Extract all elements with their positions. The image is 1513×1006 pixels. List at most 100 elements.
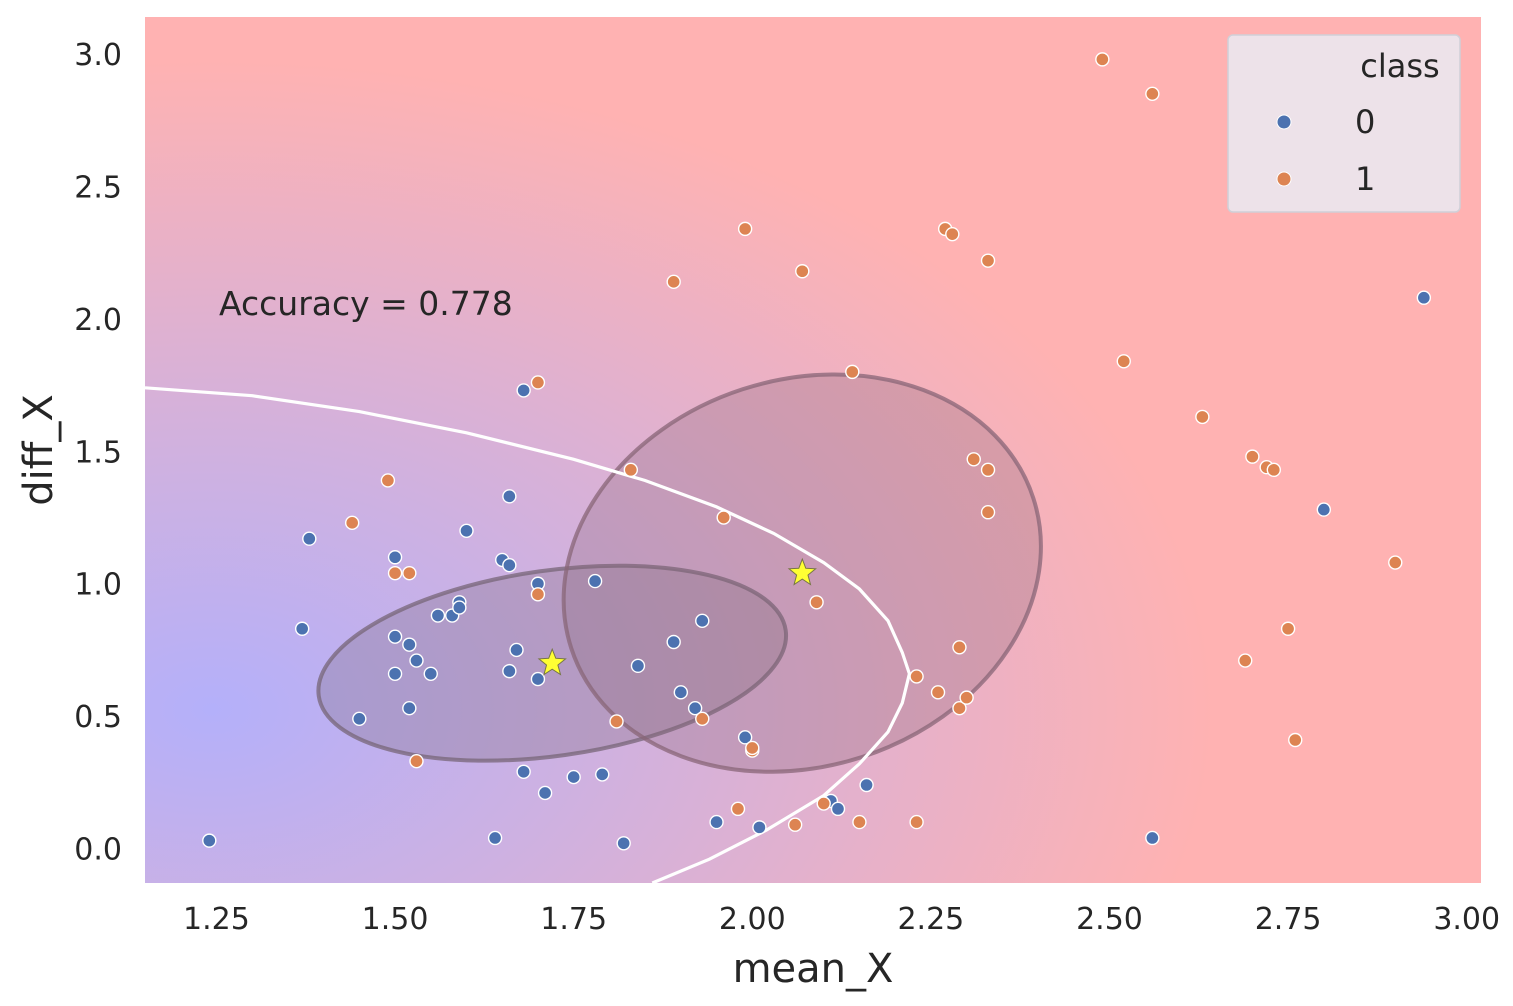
point-class-1 (945, 226, 960, 242)
point-class-0 (1316, 502, 1332, 517)
point-class-0 (387, 666, 403, 681)
point-class-0 (294, 621, 310, 636)
point-class-0 (387, 550, 403, 565)
point-class-1 (1145, 86, 1160, 102)
point-class-1 (959, 690, 974, 705)
x-tick-label: 2.50 (1076, 902, 1143, 937)
point-class-0 (202, 833, 217, 848)
point-class-1 (930, 685, 946, 700)
x-axis-label: mean_X (733, 946, 894, 992)
scatter-points (202, 52, 1432, 851)
y-tick-label: 3.0 (74, 38, 122, 73)
y-axis-label: diff_X (16, 394, 62, 505)
point-class-1 (1388, 555, 1403, 570)
legend-label-class-1: 1 (1355, 160, 1375, 198)
point-class-0 (430, 608, 446, 623)
point-class-0 (566, 769, 581, 785)
point-class-1 (1116, 354, 1131, 369)
point-class-0 (537, 785, 553, 801)
point-class-1 (1245, 449, 1260, 464)
point-class-0 (516, 383, 531, 398)
point-class-1 (787, 817, 803, 832)
centroid-star-class-0 (537, 647, 567, 676)
y-tick-label: 2.0 (74, 303, 122, 338)
point-class-1 (809, 595, 824, 610)
point-class-0 (695, 613, 710, 629)
plot-area (145, 52, 1432, 883)
point-class-1 (852, 814, 867, 830)
point-class-1 (909, 669, 924, 684)
point-class-0 (452, 600, 467, 615)
point-class-0 (530, 671, 546, 687)
y-tick-label: 2.5 (74, 170, 122, 205)
point-class-1 (380, 473, 396, 488)
point-class-0 (423, 666, 438, 681)
class-centroids (537, 557, 817, 676)
point-class-0 (687, 701, 703, 716)
point-class-1 (530, 375, 546, 390)
accuracy-annotation: Accuracy = 0.778 (219, 284, 513, 323)
legend-label-class-0: 0 (1355, 103, 1375, 141)
point-class-0 (1145, 830, 1160, 846)
point-class-1 (909, 814, 924, 830)
point-class-1 (737, 221, 753, 237)
point-class-0 (502, 558, 517, 573)
point-class-0 (502, 663, 517, 679)
point-class-0 (673, 685, 689, 700)
x-tick-label: 2.25 (897, 902, 964, 937)
point-class-0 (459, 523, 474, 538)
y-tick-label: 1.0 (74, 568, 122, 603)
point-class-1 (716, 510, 731, 525)
point-class-1 (952, 640, 967, 655)
point-class-1 (344, 515, 360, 531)
point-class-0 (752, 820, 767, 835)
point-class-0 (859, 777, 874, 793)
legend-marker-class-1 (1276, 171, 1292, 187)
point-class-1 (1266, 462, 1282, 478)
point-class-1 (745, 740, 760, 756)
point-class-1 (1095, 52, 1110, 67)
point-class-1 (980, 505, 996, 520)
point-class-0 (502, 489, 517, 504)
decision-boundary (145, 386, 912, 883)
point-class-1 (623, 462, 639, 478)
point-class-0 (587, 573, 603, 589)
x-tick-label: 3.00 (1433, 902, 1500, 937)
point-class-1 (387, 565, 403, 581)
point-class-0 (737, 730, 753, 745)
point-class-0 (387, 629, 403, 644)
point-class-1 (966, 452, 981, 467)
point-class-0 (409, 653, 424, 668)
point-class-1 (1288, 732, 1303, 748)
x-tick-label: 1.75 (540, 902, 607, 937)
point-class-0 (830, 801, 846, 817)
point-class-0 (595, 767, 610, 782)
point-class-0 (1416, 290, 1432, 305)
point-class-1 (816, 796, 831, 811)
point-class-1 (730, 801, 746, 817)
y-axis-ticks: 0.0 0.5 1.0 1.5 2.0 2.5 3.0 (74, 38, 122, 867)
point-class-0 (302, 531, 317, 546)
point-class-0 (402, 637, 417, 652)
point-class-0 (709, 814, 724, 830)
point-class-1 (666, 274, 681, 290)
point-class-1 (409, 753, 424, 769)
point-class-1 (1280, 621, 1296, 636)
y-tick-label: 1.5 (74, 435, 122, 470)
point-class-0 (516, 764, 531, 779)
point-class-1 (1238, 653, 1253, 668)
y-tick-label: 0.5 (74, 700, 122, 735)
x-tick-label: 2.00 (719, 902, 786, 937)
y-tick-label: 0.0 (74, 833, 122, 868)
point-class-1 (530, 587, 546, 602)
point-class-1 (980, 462, 996, 478)
x-tick-label: 1.50 (362, 902, 429, 937)
point-class-0 (487, 830, 503, 846)
point-class-1 (795, 264, 810, 279)
point-class-1 (845, 364, 860, 380)
point-class-0 (509, 642, 524, 658)
x-tick-label: 2.75 (1255, 902, 1322, 937)
point-class-1 (402, 565, 417, 581)
legend-box (1227, 34, 1461, 213)
